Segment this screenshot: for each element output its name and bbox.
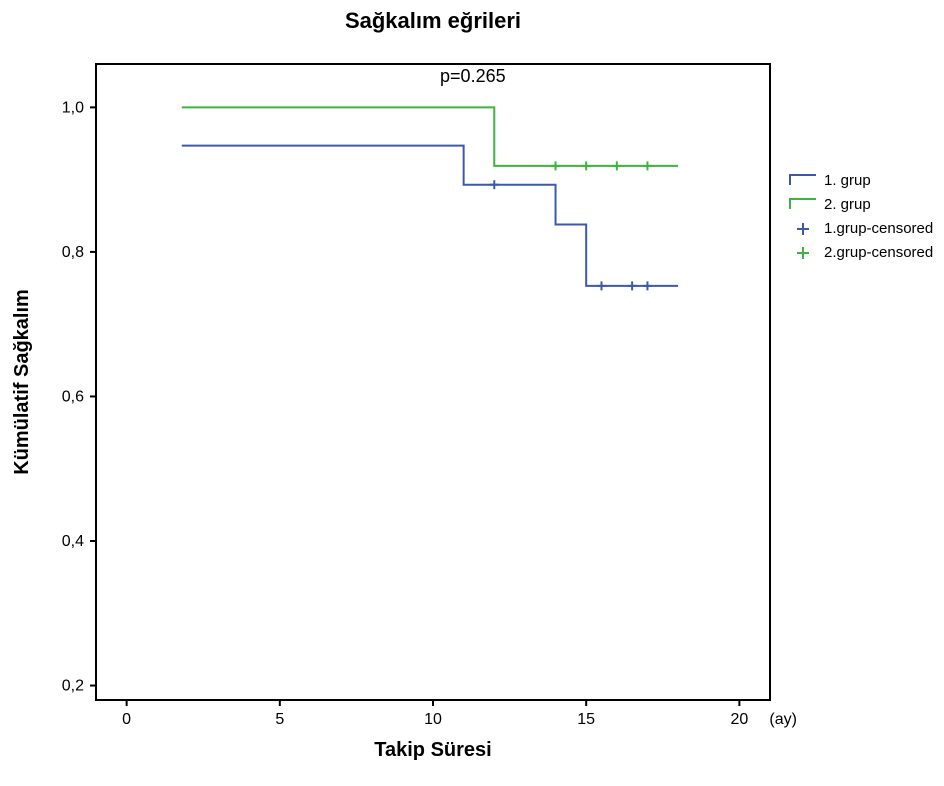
y-tick-label: 0,6 (62, 388, 84, 405)
plot-area (96, 64, 770, 700)
survival-chart: 0 5 10 15 20 0,2 0,4 0,6 0,8 1,0 Sağkalım eğrileri… (0, 0, 944, 786)
y-tick-label: 1,0 (62, 99, 84, 116)
group2-legend-swatch (790, 199, 816, 209)
x-tick-label: 10 (424, 711, 442, 728)
y-axis-label: Kümülatif Sağkalım (11, 289, 33, 475)
p-value-annotation: p=0.265 (440, 66, 506, 86)
x-axis-label: Takip Süresi (374, 739, 491, 761)
y-tick-label: 0,4 (62, 533, 84, 550)
chart-svg: 0 5 10 15 20 0,2 0,4 0,6 0,8 1,0 Sağkalım eğrileri… (0, 0, 944, 786)
x-tick-label: 5 (275, 711, 284, 728)
group1-censored-legend-label: 1.grup-censored (824, 220, 933, 237)
y-tick-label: 0,2 (62, 678, 84, 695)
group2-legend-label: 2. grup (824, 196, 871, 213)
x-axis-unit: (ay) (769, 711, 797, 728)
x-tick-label: 20 (730, 711, 748, 728)
group2-censored-legend-label: 2.grup-censored (824, 244, 933, 261)
group1-legend-label: 1. grup (824, 172, 871, 189)
y-tick-label: 0,8 (62, 244, 84, 261)
x-tick-label: 15 (577, 711, 595, 728)
chart-title: Sağkalım eğrileri (345, 8, 521, 33)
group1-legend-swatch (790, 175, 816, 185)
x-tick-label: 0 (122, 711, 131, 728)
